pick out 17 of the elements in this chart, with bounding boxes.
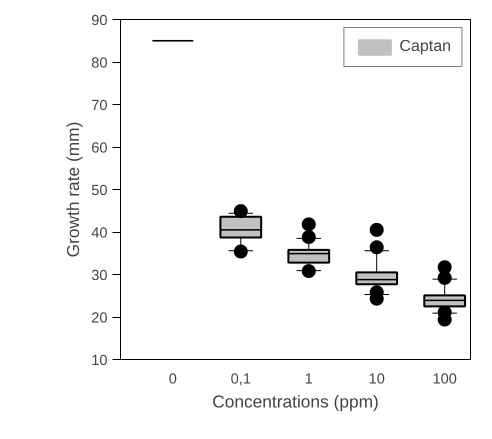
x-tick-label: 100: [432, 372, 457, 388]
y-tick-label: 60: [91, 140, 108, 156]
x-tick-label: 10: [368, 372, 385, 388]
y-tick-label: 80: [91, 56, 108, 72]
y-tick-label: 50: [91, 183, 108, 199]
y-tick-label: 90: [91, 13, 108, 29]
y-tick-label: 40: [91, 226, 108, 242]
y-tick-label: 10: [91, 353, 108, 369]
y-tick-label: 70: [91, 98, 108, 114]
y-tick-label: 30: [91, 268, 108, 284]
y-tick-label: 20: [91, 310, 108, 326]
x-tick-label: 1: [304, 372, 313, 388]
y-axis-title: Growth rate (mm): [63, 122, 84, 258]
x-tick-label: 0: [168, 372, 177, 388]
legend-label: Captan: [399, 38, 451, 56]
x-axis-title: Concentrations (ppm): [212, 392, 379, 412]
x-tick-label: 0,1: [230, 372, 251, 388]
